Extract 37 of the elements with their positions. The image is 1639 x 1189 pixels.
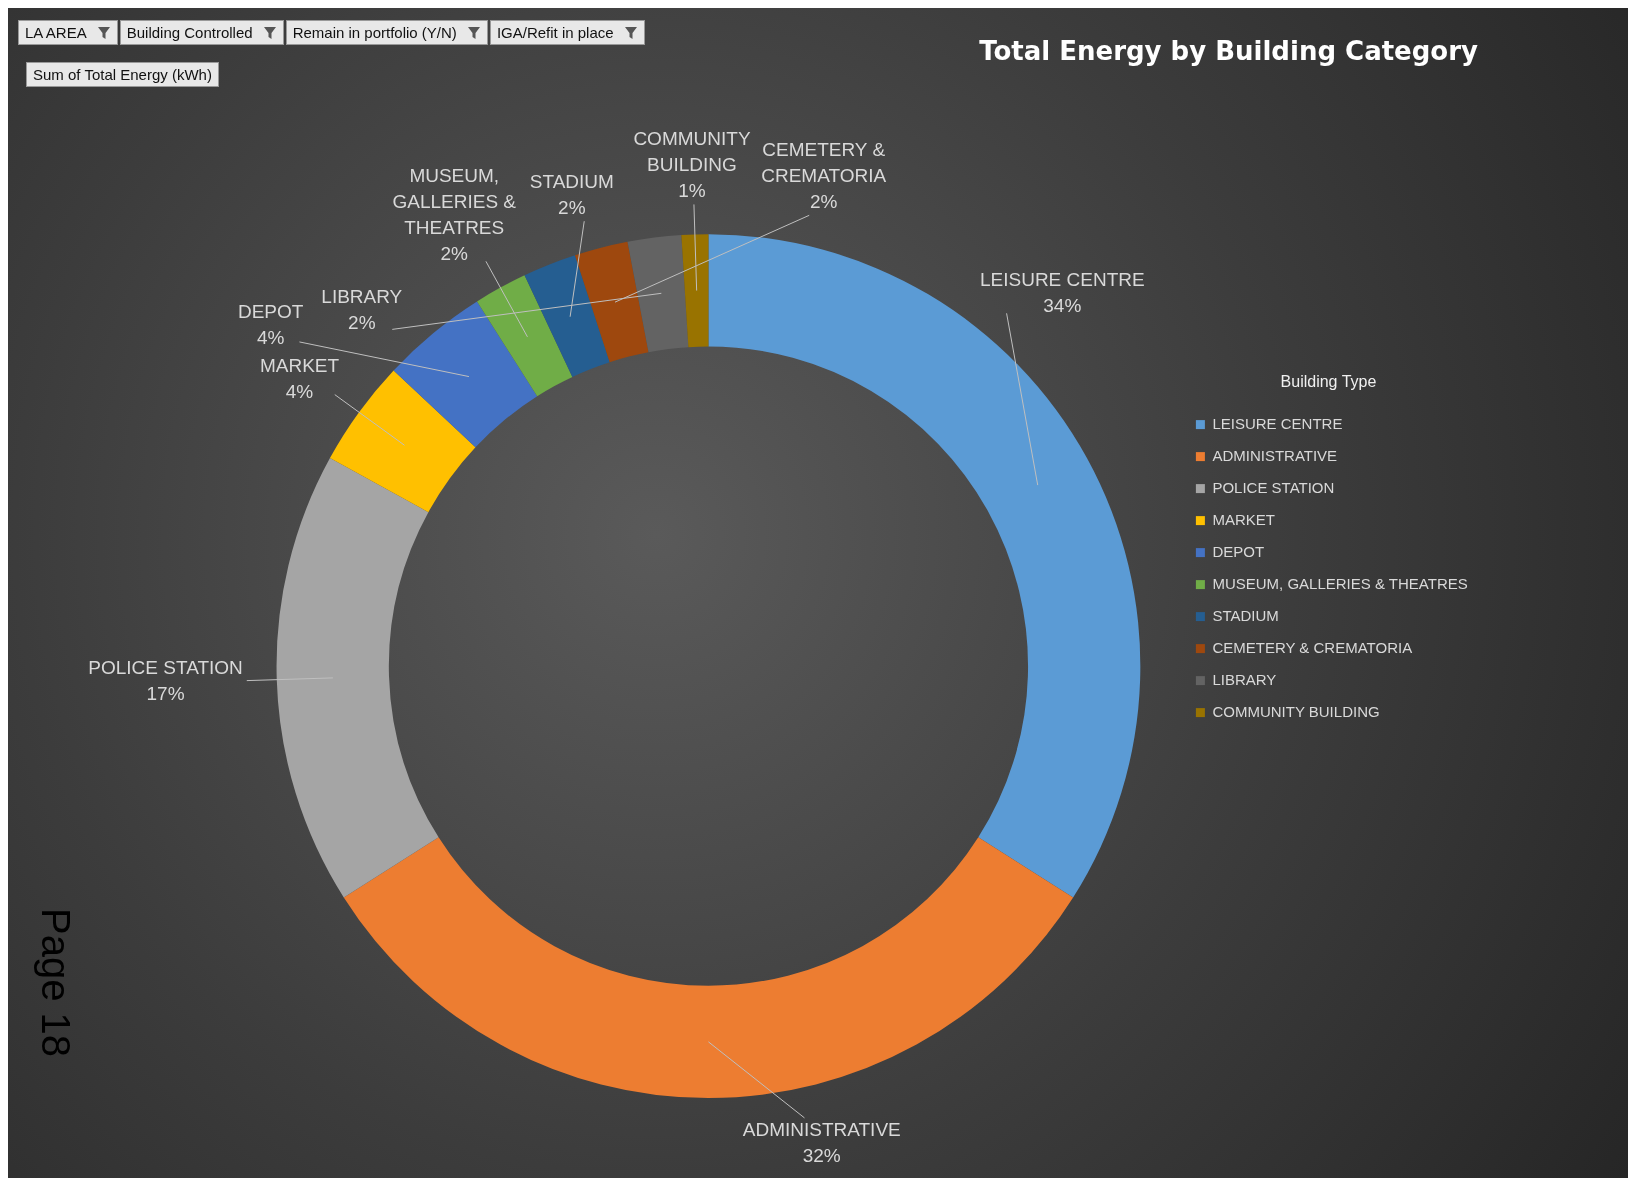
slice-label: POLICE STATION (88, 656, 243, 678)
data-label: 32% (802, 1144, 841, 1166)
legend-label: CEMETERY & CREMATORIA (1212, 638, 1413, 656)
legend-label: DEPOT (1212, 542, 1265, 560)
text: Remain in portfolio (Y/N) (292, 24, 457, 41)
data-label: 2% (558, 197, 586, 219)
text: Building Controlled (126, 24, 253, 41)
slice-label: MARKET (259, 354, 340, 376)
text: IGA/Refit in place (496, 24, 614, 41)
data-label: 2% (348, 311, 376, 333)
slice-label: CEMETERY & CREMATORIA (761, 139, 887, 187)
legend-title: Building Type (1280, 373, 1377, 391)
legend-label: MARKET (1212, 510, 1275, 528)
data-label: 1% (678, 179, 706, 201)
slice-label: MUSEUM, GALLERIES & THEATRES (392, 165, 517, 238)
data-label: 4% (256, 327, 285, 349)
slice-label: COMMUNITY BUILDING (633, 127, 751, 175)
text: Sum of Total Energy (kWh) (26, 62, 219, 87)
data-label: 34% (1043, 294, 1082, 316)
data-label: 4% (285, 380, 314, 402)
slice-label: STADIUM (529, 171, 614, 193)
slice-label: LIBRARY (321, 285, 403, 307)
text: LA AREA (25, 24, 87, 41)
slice-label: ADMINISTRATIVE (742, 1118, 901, 1140)
chart-title: Total Energy by Building Category (979, 36, 1479, 67)
data-label: 2% (440, 243, 469, 264)
legend-label: LEISURE CENTRE (1212, 414, 1343, 432)
data-label: 2% (809, 191, 838, 213)
legend-label: MUSEUM, GALLERIES & THEATRES (1212, 574, 1468, 592)
legend-label: COMMUNITY BUILDING (1212, 702, 1380, 720)
slice-label: DEPOT (237, 301, 304, 323)
slice-label: LEISURE CENTRE (979, 268, 1145, 290)
legend-label: ADMINISTRATIVE (1212, 446, 1338, 464)
legend-label: POLICE STATION (1212, 478, 1335, 496)
data-label: 17% (146, 682, 185, 704)
legend-label: LIBRARY (1212, 670, 1277, 688)
legend-label: STADIUM (1212, 606, 1279, 624)
